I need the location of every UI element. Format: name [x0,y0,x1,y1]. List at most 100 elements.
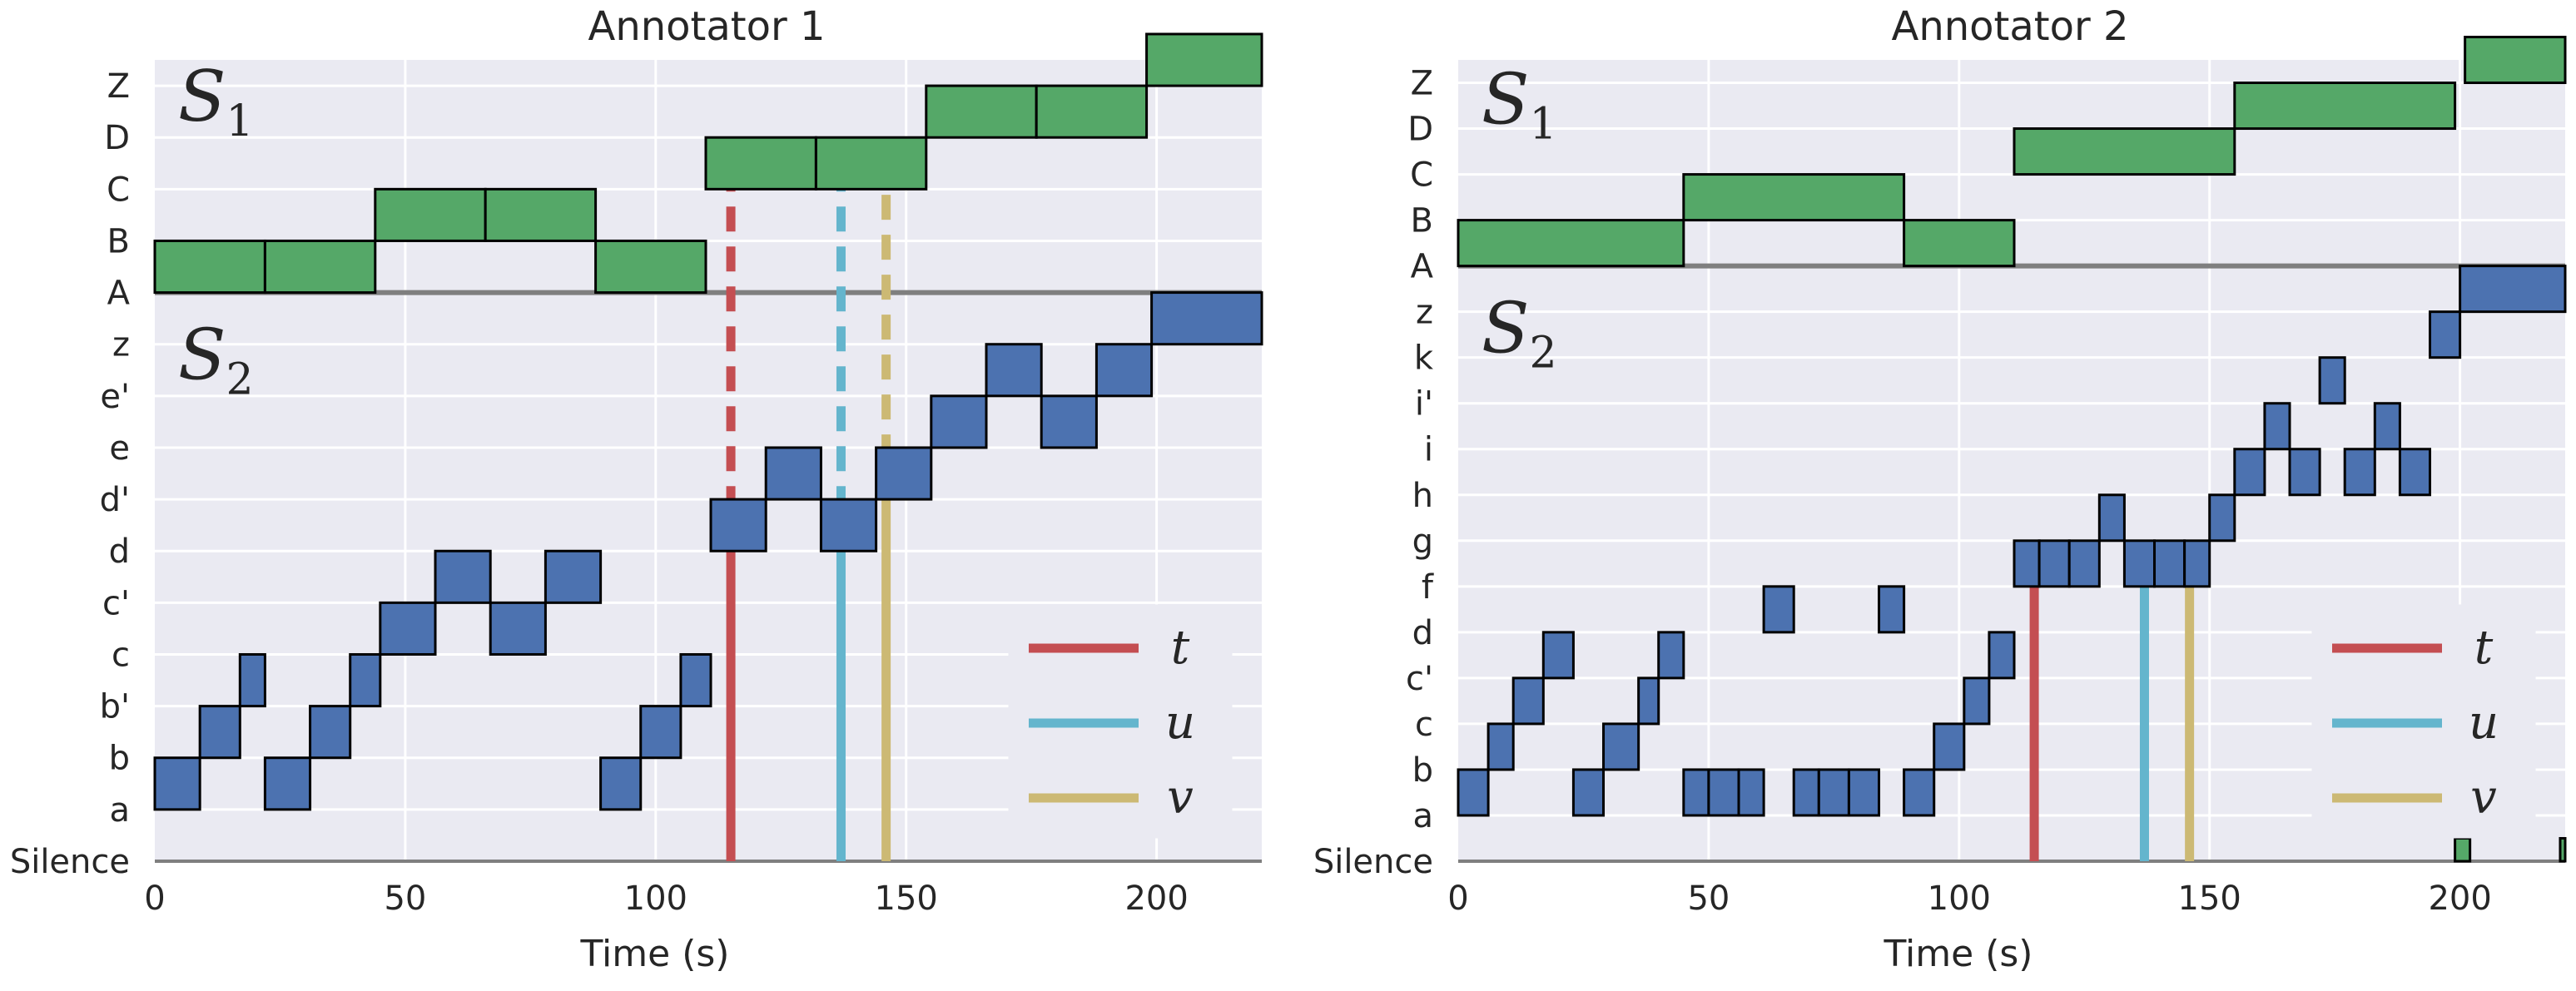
segment-s1-Z [1145,32,1263,87]
segment-s2-f [2037,539,2071,588]
y-tick-label: a [109,791,130,830]
x-axis-title: Time (s) [1884,933,2033,975]
y-tick-label: C [1410,156,1433,195]
y-tick-label: e [109,429,130,468]
y-tick-label: B [1411,202,1433,240]
segment-s2-d [819,498,878,552]
y-tick-label: c [112,636,130,674]
segment-s2-h [2343,448,2376,497]
y-tick-label: B [107,222,130,260]
segment-s1-B [1682,173,1906,222]
section-label-S2: S2 [178,315,254,405]
y-tick-label: Z [107,67,130,106]
x-tick-label: 0 [144,880,165,918]
segment-s2-a [263,756,312,811]
segment-s2-a [1847,768,1881,817]
segment-s2-b' [238,652,266,708]
segment-s2-i' [2318,356,2346,405]
segment-s2-h [2398,448,2432,497]
y-tick-label: D [104,119,130,157]
segment-s2-z [1150,291,1263,346]
segment-s2-a [1707,768,1740,817]
legend-label-v: v [2470,771,2497,825]
segment-s2-e' [1094,343,1154,398]
y-tick-label: Silence [10,843,130,881]
segment-silence [2559,836,2567,863]
segment-s1-A [594,239,707,295]
y-tick-label: c [1415,706,1433,744]
segment-s2-b [1487,722,1515,771]
segment-s2-a [1457,768,1490,817]
y-tick-label: D [1407,111,1433,149]
x-tick-label: 50 [384,880,426,918]
segment-s2-d' [764,446,822,501]
segment-s2-b [1933,722,1966,771]
x-tick-label: 100 [1928,880,1991,918]
segment-s2-c [1637,676,1660,726]
legend-label-v: v [1167,771,1194,825]
segment-s2-i [2263,402,2291,451]
segment-s2-g [2097,493,2126,543]
segment-s2-k [2429,310,2462,359]
segment-s1-C [704,136,817,191]
y-tick-label: f [1422,568,1434,607]
segment-s2-f [2067,539,2101,588]
y-tick-label: i' [1415,385,1433,424]
y-tick-label: b [109,740,130,778]
y-tick-label: z [112,326,130,364]
section-label-S1: S1 [1482,58,1557,149]
y-tick-label: Silence [1313,843,1433,881]
x-tick-label: 100 [624,880,687,918]
segment-s2-c [1963,676,1991,726]
segment-s2-a [153,756,201,811]
segment-s2-a [1737,768,1765,817]
segment-s2-e' [985,343,1043,398]
segment-s2-b [1602,722,1640,771]
y-tick-label: d' [100,481,130,519]
y-tick-label: c' [1406,660,1433,698]
y-tick-label: e' [100,378,130,416]
x-tick-label: 50 [1687,880,1730,918]
segment-s2-a [1817,768,1850,817]
segment-s1-B [484,187,598,242]
panel-title: Annotator 1 [588,3,826,50]
y-tick-label: d [109,533,130,571]
segment-s2-a [1682,768,1710,817]
segment-s1-D [925,84,1038,139]
segment-s2-c' [1541,631,1575,680]
segment-s2-e [1040,394,1098,449]
segment-s2-f [2122,539,2157,588]
segment-s2-h [2288,448,2321,497]
y-tick-label: b' [100,688,130,726]
segment-s2-d [709,498,767,552]
segment-s2-d [1878,585,1906,634]
segment-s2-g [2208,493,2236,543]
segment-s1-A [263,239,377,295]
y-tick-label: C [107,171,130,209]
section-label-S2: S2 [1482,288,1557,379]
segment-silence [2454,836,2472,863]
legend-label-t: t [1171,621,1190,675]
segment-s1-D [2233,82,2457,131]
x-axis-title: Time (s) [580,933,730,975]
segment-s1-A [153,239,266,295]
panel-title: Annotator 2 [1892,3,2129,50]
segment-s2-c [379,601,437,656]
x-tick-label: 150 [2178,880,2241,918]
segment-s2-c [489,601,547,656]
segment-s2-b' [349,652,382,708]
legend-label-t: t [2474,621,2494,675]
segment-s2-i [2373,402,2401,451]
y-tick-label: c' [102,584,130,622]
y-tick-label: k [1414,339,1434,378]
segment-s1-B [374,187,487,242]
segment-s1-Z [2464,35,2567,85]
segment-s2-f [2153,539,2186,588]
segment-s2-f [2013,539,2041,588]
x-tick-label: 200 [1124,880,1188,918]
y-tick-label: b [1412,751,1433,790]
segment-s2-h [2233,448,2266,497]
